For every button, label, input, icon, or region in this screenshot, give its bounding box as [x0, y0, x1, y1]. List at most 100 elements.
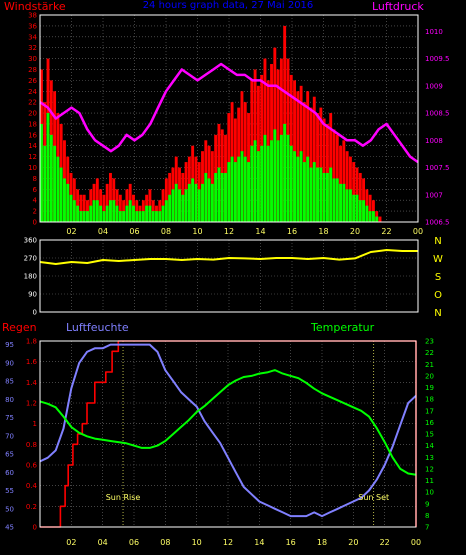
- temperature-tick-label: 13: [425, 454, 434, 462]
- hour-tick-label: 22: [380, 538, 390, 547]
- temperature-tick-label: 9: [425, 500, 429, 508]
- wind-gust-bar: [362, 178, 366, 222]
- compass-label: S: [435, 272, 441, 283]
- wind-average-bar: [168, 194, 172, 222]
- wind-average-bar: [332, 178, 336, 222]
- hour-tick-label: 16: [286, 538, 296, 547]
- wind-average-bar: [210, 183, 214, 222]
- wind-gust-bar: [105, 183, 109, 222]
- hour-tick-label: 20: [348, 538, 358, 547]
- temperature-tick-label: 17: [425, 407, 434, 415]
- humidity-tick-label: 75: [5, 414, 14, 422]
- wind-average-bar: [82, 211, 86, 222]
- wind-average-bar: [233, 162, 237, 222]
- climate-grid: [40, 340, 417, 528]
- humidity-tick-label: 90: [5, 359, 14, 367]
- wind-average-bar: [375, 216, 379, 222]
- wind-average-bar: [102, 211, 106, 222]
- wind-average-bar: [122, 211, 126, 222]
- wind-average-bar: [86, 211, 89, 222]
- wind-gust-bar: [358, 172, 362, 222]
- wind-average-bar: [197, 189, 201, 222]
- wind-average-bar: [207, 178, 211, 222]
- temperature-tick-label: 7: [425, 524, 429, 532]
- wind-tick-label: 32: [28, 44, 37, 52]
- compass-label: W: [433, 254, 443, 265]
- wind-tick-label: 2: [33, 208, 37, 216]
- humidity-label: Luftfeuchte: [66, 321, 129, 334]
- wind-average-bar: [184, 189, 188, 222]
- wind-average-bar: [145, 205, 149, 222]
- wind-average-bar: [125, 205, 129, 222]
- wind-average-bar: [138, 211, 142, 222]
- hour-tick-label: 10: [192, 538, 202, 547]
- direction-tick-label: 360: [24, 237, 37, 245]
- wind-average-bar: [250, 145, 254, 222]
- rain-tick-label: 0.2: [26, 503, 37, 511]
- wind-average-bar: [339, 183, 342, 222]
- wind-average-bar: [128, 200, 132, 222]
- wind-average-bar: [322, 172, 326, 222]
- rain-tick-label: 0.4: [26, 482, 38, 490]
- wind-average-bar: [76, 205, 80, 222]
- humidity-tick-label: 55: [5, 487, 14, 495]
- wind-average-bar: [355, 194, 359, 222]
- rain-tick-label: 1.6: [26, 358, 38, 366]
- rain-tick-label: 1.2: [26, 400, 37, 408]
- wind-average-bar: [181, 194, 185, 222]
- wind-pressure-frame: [39, 14, 419, 223]
- temperature-tick-label: 16: [425, 419, 434, 427]
- wind-average-bar: [299, 151, 303, 222]
- rain-tick-label: 0.8: [26, 441, 37, 449]
- wind-average-bar: [286, 134, 290, 222]
- direction-frame: [39, 239, 419, 313]
- temperature-label: Temperatur: [310, 321, 375, 334]
- wind-pressure-ticks: 024681012141618202224262830323436381006.…: [28, 12, 449, 237]
- wind-gust-bar: [309, 107, 313, 222]
- wind-gust-bar: [122, 200, 126, 222]
- wind-average-bar: [79, 211, 83, 222]
- wind-average-bar: [46, 113, 50, 222]
- wind-tick-label: 22: [28, 99, 37, 107]
- pressure-label: Luftdruck: [372, 0, 424, 13]
- wind-tick-label: 28: [28, 66, 37, 74]
- wind-average-bar: [302, 162, 306, 222]
- wind-average-bar: [187, 183, 191, 222]
- wind-average-bar: [329, 167, 333, 222]
- wind-tick-label: 14: [28, 142, 37, 150]
- wind-average-bar: [112, 200, 116, 222]
- wind-average-bar: [174, 183, 178, 222]
- wind-average-bar: [63, 178, 66, 222]
- rain-label: Regen: [2, 321, 37, 334]
- wind-average-bar: [135, 211, 139, 222]
- temperature-tick-label: 12: [425, 465, 434, 473]
- wind-gust-bar: [164, 178, 168, 222]
- wind-average-bar: [72, 200, 76, 222]
- hour-tick-label: 08: [160, 538, 170, 547]
- wind-average-bar: [243, 156, 247, 222]
- wind-average-bar: [335, 178, 339, 222]
- wind-average-bar: [158, 211, 162, 222]
- hour-tick-label: 00: [411, 538, 421, 547]
- wind-average-bar: [99, 205, 103, 222]
- wind-average-bar: [289, 145, 293, 222]
- wind-average-bar: [348, 189, 352, 222]
- wind-average-bar: [132, 205, 135, 222]
- temperature-tick-label: 15: [425, 431, 434, 439]
- wind-gust-bar: [102, 194, 106, 222]
- humidity-tick-label: 65: [5, 451, 14, 459]
- wind-gust-bar: [158, 200, 162, 222]
- wind-average-bar: [342, 183, 346, 222]
- wind-tick-label: 4: [33, 197, 38, 205]
- pressure-series: [39, 62, 419, 164]
- temperature-tick-label: 11: [425, 477, 434, 485]
- wind-average-bar: [279, 134, 283, 222]
- wind-tick-label: 26: [28, 77, 37, 85]
- wind-average-bar: [118, 211, 122, 222]
- wind-gust-bar: [342, 140, 346, 222]
- hour-tick-label: 20: [350, 227, 360, 236]
- direction-tick-label: 180: [24, 273, 37, 281]
- direction-line: [39, 249, 418, 265]
- temperature-tick-label: 19: [425, 384, 434, 392]
